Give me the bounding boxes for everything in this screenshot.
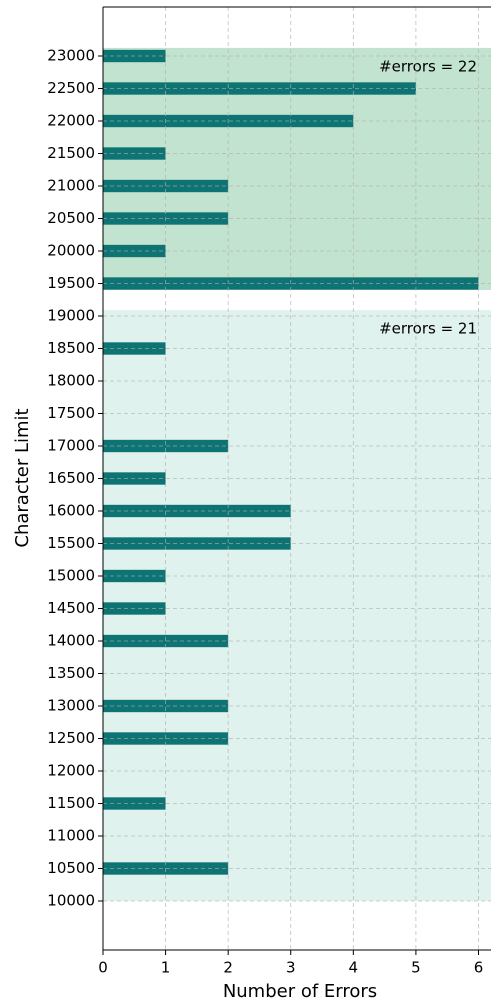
- y-tick-label: 22500: [47, 79, 95, 97]
- region-annotation: #errors = 22: [379, 57, 477, 75]
- region-annotation: #errors = 21: [379, 320, 477, 338]
- bar: [103, 179, 229, 193]
- y-tick-label: 21500: [47, 144, 95, 162]
- y-tick-label: 17000: [47, 437, 95, 455]
- y-tick-label: 10000: [47, 891, 95, 909]
- y-tick-label: 13500: [47, 664, 95, 682]
- y-tick-label: 15000: [47, 566, 95, 584]
- x-tick-label: 1: [161, 959, 171, 977]
- x-tick-label: 0: [98, 959, 108, 977]
- x-axis-label: Number of Errors: [223, 981, 377, 1002]
- y-tick-label: 13000: [47, 696, 95, 714]
- y-tick-label: 11500: [47, 794, 95, 812]
- x-tick-label: 3: [286, 959, 296, 977]
- y-tick-label: 22000: [47, 112, 95, 130]
- bar: [103, 439, 229, 453]
- y-tick-label: 16500: [47, 469, 95, 487]
- y-tick-label: 16000: [47, 501, 95, 519]
- y-tick-label: 15500: [47, 534, 95, 552]
- y-tick-label: 11000: [47, 826, 95, 844]
- y-tick-label: 20500: [47, 209, 95, 227]
- y-tick-label: 12500: [47, 729, 95, 747]
- y-axis-label: Character Limit: [12, 408, 33, 547]
- y-tick-label: 14500: [47, 599, 95, 617]
- y-tick-label: 19000: [47, 307, 95, 325]
- y-tick-label: 23000: [47, 47, 95, 65]
- y-tick-label: 18500: [47, 339, 95, 357]
- y-tick-label: 21000: [47, 177, 95, 195]
- bar: [103, 699, 229, 713]
- y-tick-label: 12000: [47, 761, 95, 779]
- y-tick-label: 17500: [47, 404, 95, 422]
- region: [103, 310, 491, 901]
- y-tick-label: 10500: [47, 859, 95, 877]
- x-tick-label: 5: [411, 959, 421, 977]
- y-tick-label: 20000: [47, 242, 95, 260]
- y-tick-label: 14000: [47, 631, 95, 649]
- x-tick-label: 2: [223, 959, 233, 977]
- y-tick-label: 18000: [47, 372, 95, 390]
- x-tick-label: 6: [474, 959, 484, 977]
- y-tick-label: 19500: [47, 274, 95, 292]
- x-tick-label: 4: [349, 959, 359, 977]
